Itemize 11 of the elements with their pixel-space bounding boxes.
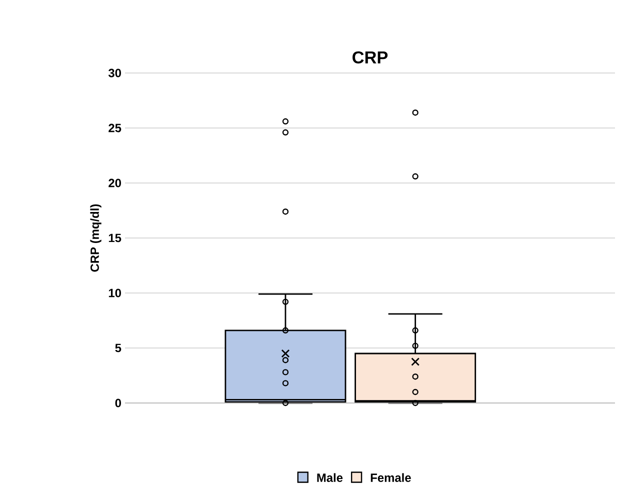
y-tick-label: 30	[108, 68, 121, 78]
y-tick-label: 15	[108, 234, 122, 242]
y-tick-label: 25	[108, 124, 122, 132]
y-tick-label: 20	[108, 178, 121, 188]
y-tick-label: 0	[115, 398, 121, 408]
y-axis-title: CRP (mq/dl)	[90, 204, 102, 272]
chart-title: CRP	[352, 51, 388, 64]
legend-label: Female	[370, 473, 411, 482]
y-tick-label: 10	[108, 288, 121, 298]
y-tick-label: 5	[115, 344, 122, 352]
legend-label: Male	[317, 473, 343, 482]
